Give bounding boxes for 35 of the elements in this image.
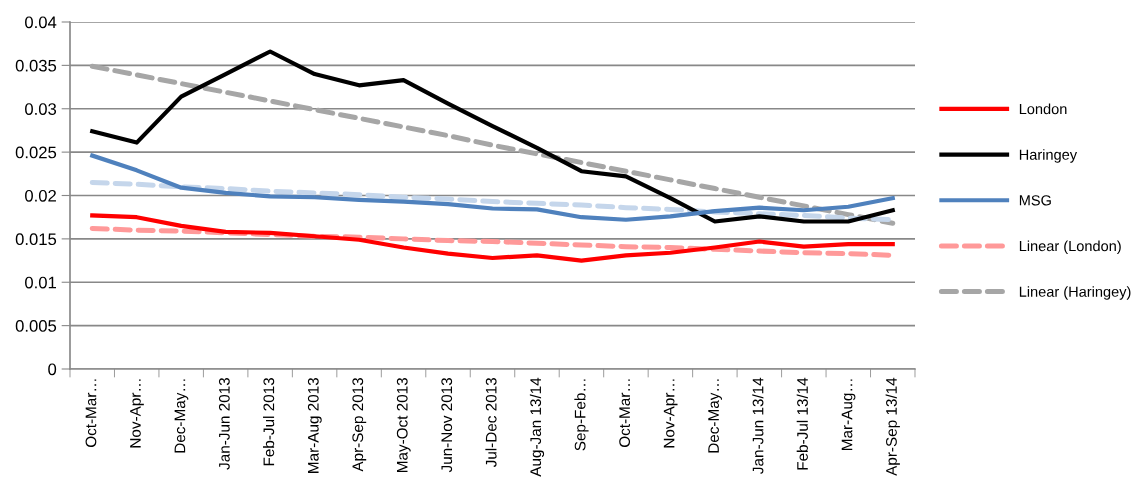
y-tick-label: 0.015 — [15, 233, 57, 246]
x-tick-label: Mar-Aug… — [841, 379, 856, 450]
y-tick-label: 0.04 — [25, 16, 57, 29]
x-tick-label: Jul-Dec 2013 — [485, 378, 497, 468]
x-tick-label: Jun-Nov 2013 — [441, 378, 453, 473]
x-tick-label: Jan-Jun 2013 — [218, 378, 230, 470]
x-tick-label: Dec-May… — [708, 379, 722, 453]
x-tick-label: Feb-Jul 2013 — [263, 378, 275, 466]
line-series — [90, 213, 895, 263]
x-tick-label: Oct-Mar… — [619, 379, 631, 448]
legend-label: Linear (London) — [1019, 240, 1121, 255]
x-tick-label: Jan-Jun 13/14 — [752, 377, 764, 474]
y-tick-label: 0.005 — [15, 320, 57, 332]
x-tick-label: Mar-Aug 2013 — [307, 378, 322, 473]
legend-label: Haringey — [1019, 149, 1078, 163]
y-tick-label: 0.035 — [15, 59, 57, 72]
x-tick-label: Feb-Jul 13/14 — [796, 377, 808, 470]
legend-label: London — [1019, 103, 1067, 115]
x-tick-label: Sep-Feb… — [574, 379, 589, 451]
line-series — [90, 153, 895, 222]
x-tick-label: Nov-Apr… — [663, 379, 678, 448]
x-tick-label: Apr-Sep 2013 — [352, 378, 367, 472]
legend-label: Linear (Haringey) — [1019, 286, 1131, 300]
x-tick-label: Oct-Mar… — [85, 379, 97, 448]
x-tick-label: Aug-Jan 13/14 — [529, 377, 545, 477]
y-tick-label: 0.03 — [25, 103, 57, 115]
y-tick-label: 0.01 — [25, 276, 56, 289]
x-tick-label: Dec-May… — [174, 379, 189, 453]
y-tick-label: 0.02 — [25, 189, 56, 202]
x-tick-label: May-Oct 2013 — [396, 378, 411, 473]
legend-label: MSG — [1019, 195, 1051, 206]
x-tick-label: Nov-Apr… — [130, 379, 144, 448]
y-tick-label: 0 — [48, 363, 57, 376]
y-tick-label: 0.025 — [15, 146, 57, 159]
x-tick-label: Apr-Sep 13/14 — [885, 377, 900, 476]
